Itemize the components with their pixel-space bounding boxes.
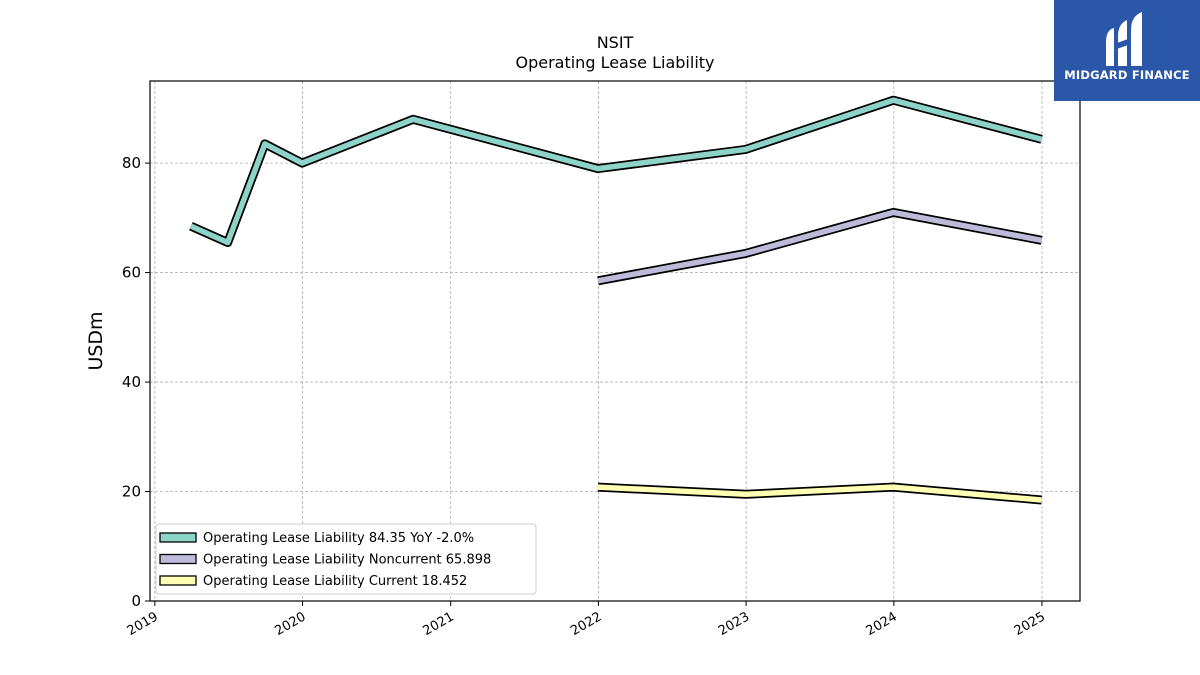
x-tick-label: 2019 (125, 609, 161, 639)
legend-box (155, 523, 537, 595)
x-tick-label: 2024 (864, 609, 900, 639)
y-axis-label: USDm (85, 311, 107, 370)
x-tick-label: 2021 (421, 609, 457, 639)
midgard-logo-icon (1106, 12, 1142, 66)
logo-text: MIDGARD FINANCE (1064, 68, 1190, 82)
series-line-1 (189, 97, 1043, 246)
legend-swatch-1 (159, 532, 197, 543)
legend-label-1: Operating Lease Liability 84.35 YoY -2.0… (203, 531, 474, 546)
y-tick-label: 40 (122, 373, 141, 391)
y-tick-label: 60 (122, 264, 141, 282)
series-layer (189, 95, 1043, 505)
chart-title: NSIT (597, 33, 634, 52)
legend-swatch-2 (159, 553, 197, 565)
x-tick-label: 2025 (1012, 609, 1048, 639)
x-tick-label: 2020 (272, 609, 308, 639)
series-outline-1 (189, 95, 1043, 247)
series-line-2 (597, 209, 1043, 284)
brand-logo: MIDGARD FINANCE (1054, 0, 1200, 101)
y-tick-label: 80 (122, 154, 141, 172)
series-line-3 (597, 484, 1042, 503)
x-tick-label: 2022 (568, 609, 604, 639)
legend-label-2: Operating Lease Liability Noncurrent 65.… (203, 553, 491, 568)
x-tick-label: 2023 (716, 609, 752, 639)
legend-label-3: Operating Lease Liability Current 18.452 (203, 574, 467, 589)
legend: Operating Lease Liability 84.35 YoY -2.0… (155, 523, 537, 595)
y-tick-label: 20 (122, 483, 141, 501)
chart-subtitle: Operating Lease Liability (515, 53, 714, 72)
plot-frame (149, 80, 1081, 602)
y-tick-label: 0 (131, 592, 141, 610)
legend-swatch-3 (159, 575, 197, 586)
